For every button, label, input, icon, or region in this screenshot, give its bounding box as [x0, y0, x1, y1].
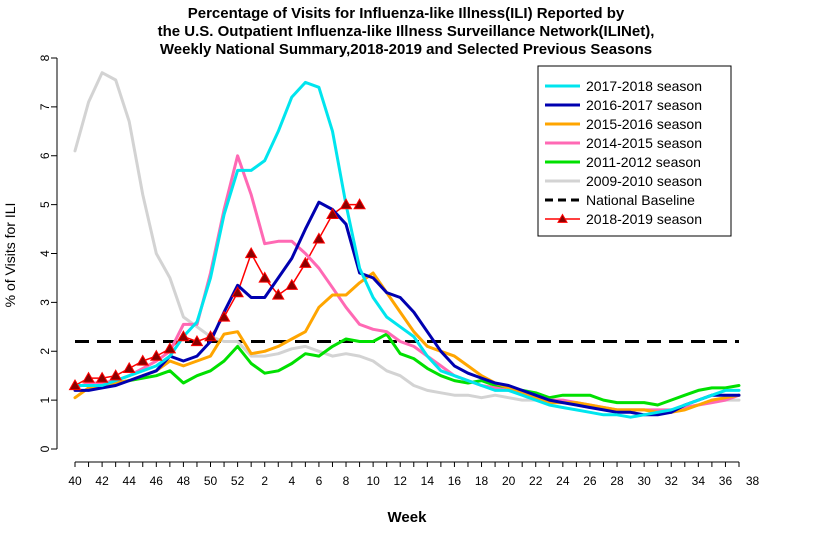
- y-axis: 0 1 2 3 4 5 6 7 8: [38, 54, 58, 452]
- x-tick-label: 18: [475, 474, 489, 488]
- x-tick-label: 16: [448, 474, 462, 488]
- data-point-marker: [68, 378, 82, 391]
- y-tick-label: 8: [38, 54, 52, 61]
- x-tick-label: 40: [68, 474, 82, 488]
- x-tick-label: 12: [394, 474, 408, 488]
- data-point-marker: [339, 198, 353, 210]
- x-tick-label: 38: [746, 474, 760, 488]
- y-tick-label: 4: [38, 250, 52, 257]
- legend-label: 2015-2016 season: [586, 116, 702, 132]
- x-tick-label: 20: [502, 474, 516, 488]
- legend-label: 2009-2010 season: [586, 173, 702, 189]
- legend-label: 2016-2017 season: [586, 97, 702, 113]
- data-point-marker: [326, 207, 339, 220]
- data-point-marker: [244, 246, 258, 259]
- x-tick-label: 22: [529, 474, 543, 488]
- legend: 2017-2018 season 2016-2017 season 2015-201…: [537, 65, 732, 237]
- legend-item: 2014-2015 season: [545, 135, 702, 151]
- x-tick-label: 46: [150, 474, 164, 488]
- data-point-marker: [136, 354, 150, 366]
- legend-label: 2011-2012 season: [586, 154, 701, 170]
- x-tick-label: 26: [583, 474, 597, 488]
- y-tick-label: 1: [38, 396, 52, 403]
- series-markers: [68, 198, 366, 391]
- legend-item: 2016-2017 season: [545, 97, 702, 113]
- y-axis-label: % of Visits for ILI: [2, 203, 18, 308]
- legend-box: [537, 65, 732, 237]
- legend-label: 2014-2015 season: [586, 135, 702, 151]
- x-tick-label: 24: [556, 474, 570, 488]
- legend-item: 2011-2012 season: [545, 154, 701, 170]
- x-tick-label: 14: [421, 474, 435, 488]
- x-tick-label: 10: [366, 474, 380, 488]
- y-tick-label: 7: [38, 103, 52, 110]
- data-point-marker: [353, 198, 366, 210]
- y-tick-label: 0: [38, 445, 52, 452]
- x-tick-label: 34: [692, 474, 706, 488]
- data-point-marker: [109, 369, 123, 381]
- data-point-marker: [204, 330, 217, 342]
- legend-item: 2009-2010 season: [545, 173, 702, 189]
- data-point-marker: [312, 232, 326, 244]
- x-tick-label: 44: [123, 474, 137, 488]
- x-tick-label: 48: [177, 474, 191, 488]
- legend-label: 2017-2018 season: [586, 78, 702, 94]
- x-axis: 40 42 44 46 48 50 52 2 4 6 8 10 12 14 16 18 20 22 24 26 28 30…: [68, 461, 760, 488]
- legend-label: 2018-2019 season: [586, 211, 702, 227]
- y-tick-label: 2: [38, 348, 52, 355]
- x-tick-label: 36: [719, 474, 733, 488]
- data-point-marker: [177, 330, 190, 342]
- x-tick-label: 8: [343, 474, 350, 488]
- x-tick-label: 2: [261, 474, 268, 488]
- x-tick-label: 52: [231, 474, 245, 488]
- legend-label: National Baseline: [586, 192, 695, 208]
- x-tick-label: 4: [288, 474, 295, 488]
- legend-item: 2015-2016 season: [545, 116, 702, 132]
- y-tick-label: 5: [38, 201, 52, 208]
- y-tick-label: 6: [38, 152, 52, 159]
- legend-item: National Baseline: [545, 192, 695, 208]
- data-point-marker: [190, 334, 204, 347]
- data-point-marker: [163, 342, 177, 354]
- data-point-marker: [95, 371, 109, 383]
- data-point-marker: [271, 288, 285, 300]
- legend-marker: [557, 213, 568, 223]
- series-line-2016-2017-season: [73, 200, 741, 417]
- title-line-1: Percentage of Visits for Influenza-like …: [188, 5, 625, 22]
- x-tick-label: 32: [665, 474, 679, 488]
- series-line-2018-2019-season: [74, 203, 361, 387]
- x-axis-label: Week: [388, 509, 428, 526]
- series-line-2011-2012-season: [73, 332, 741, 407]
- legend-item: 2017-2018 season: [545, 78, 702, 94]
- series-line-2015-2016-season: [73, 271, 741, 414]
- data-point-marker: [299, 256, 312, 268]
- data-point-marker: [149, 349, 163, 361]
- data-point-marker: [231, 286, 244, 298]
- data-point-marker: [82, 371, 95, 383]
- x-tick-label: 42: [95, 474, 109, 488]
- x-tick-label: 30: [637, 474, 651, 488]
- title-line-3: Weekly National Summary,2018-2019 and Se…: [160, 41, 652, 58]
- legend-item: 2018-2019 season: [545, 211, 702, 227]
- data-point-marker: [217, 310, 231, 322]
- data-point-marker: [258, 271, 272, 283]
- data-point-marker: [122, 361, 136, 373]
- chart-title: Percentage of Visits for Influenza-like …: [158, 5, 655, 58]
- y-tick-label: 3: [38, 299, 52, 306]
- x-tick-label: 50: [204, 474, 218, 488]
- data-point-marker: [285, 278, 299, 290]
- x-tick-label: 28: [610, 474, 624, 488]
- title-line-2: the U.S. Outpatient Influenza-like Illne…: [158, 23, 655, 40]
- x-tick-label: 6: [316, 474, 323, 488]
